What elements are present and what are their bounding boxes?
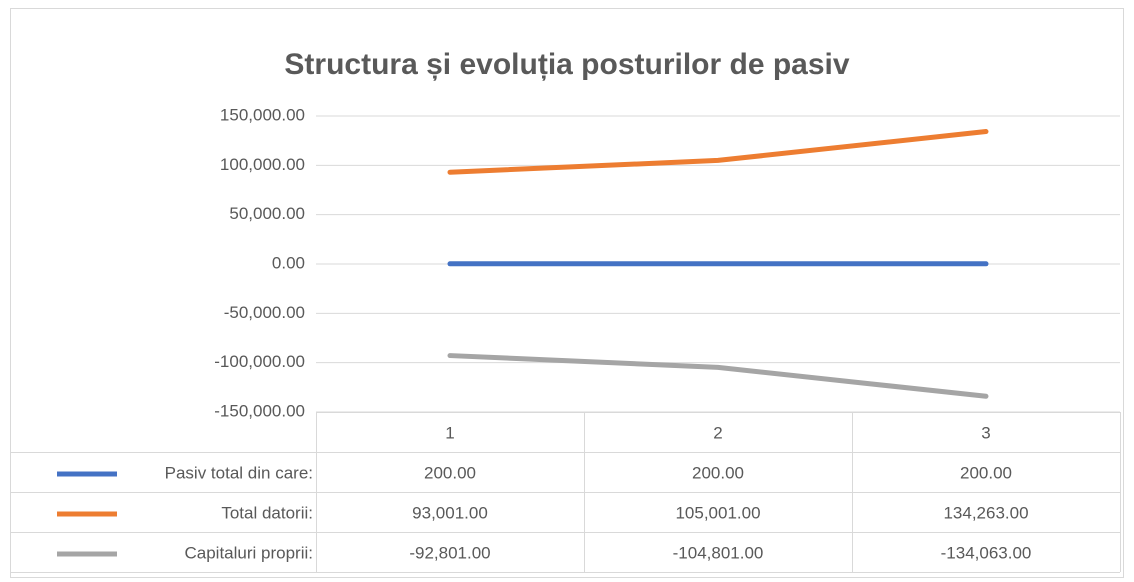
- x-tick-label: 3: [981, 423, 990, 442]
- x-tick-label: 1: [445, 423, 454, 442]
- table-value: -92,801.00: [409, 543, 490, 562]
- x-tick-label: 2: [713, 423, 722, 442]
- table-value: 105,001.00: [675, 503, 760, 522]
- y-tick-label: -100,000.00: [214, 352, 305, 371]
- y-tick-label: -150,000.00: [214, 401, 305, 420]
- table-value: 134,263.00: [943, 503, 1028, 522]
- legend-label: Capitaluri proprii:: [185, 543, 314, 562]
- chart-title: Structura și evoluția posturilor de pasi…: [284, 48, 849, 81]
- table-value: -104,801.00: [673, 543, 764, 562]
- series-line: [447, 129, 989, 175]
- table-value: 200.00: [692, 463, 744, 482]
- chart-border: [10, 8, 1124, 578]
- y-tick-label: 0.00: [272, 253, 305, 272]
- y-tick-label: -50,000.00: [224, 303, 305, 322]
- y-tick-label: 50,000.00: [229, 204, 305, 223]
- table-value: 200.00: [960, 463, 1012, 482]
- table-value: 93,001.00: [412, 503, 488, 522]
- y-tick-label: 150,000.00: [220, 105, 305, 124]
- table-value: -134,063.00: [941, 543, 1032, 562]
- series-line: [447, 353, 989, 399]
- table-value: 200.00: [424, 463, 476, 482]
- y-tick-label: 100,000.00: [220, 155, 305, 174]
- legend-label: Total datorii:: [221, 503, 313, 522]
- legend-label: Pasiv total din care:: [165, 463, 313, 482]
